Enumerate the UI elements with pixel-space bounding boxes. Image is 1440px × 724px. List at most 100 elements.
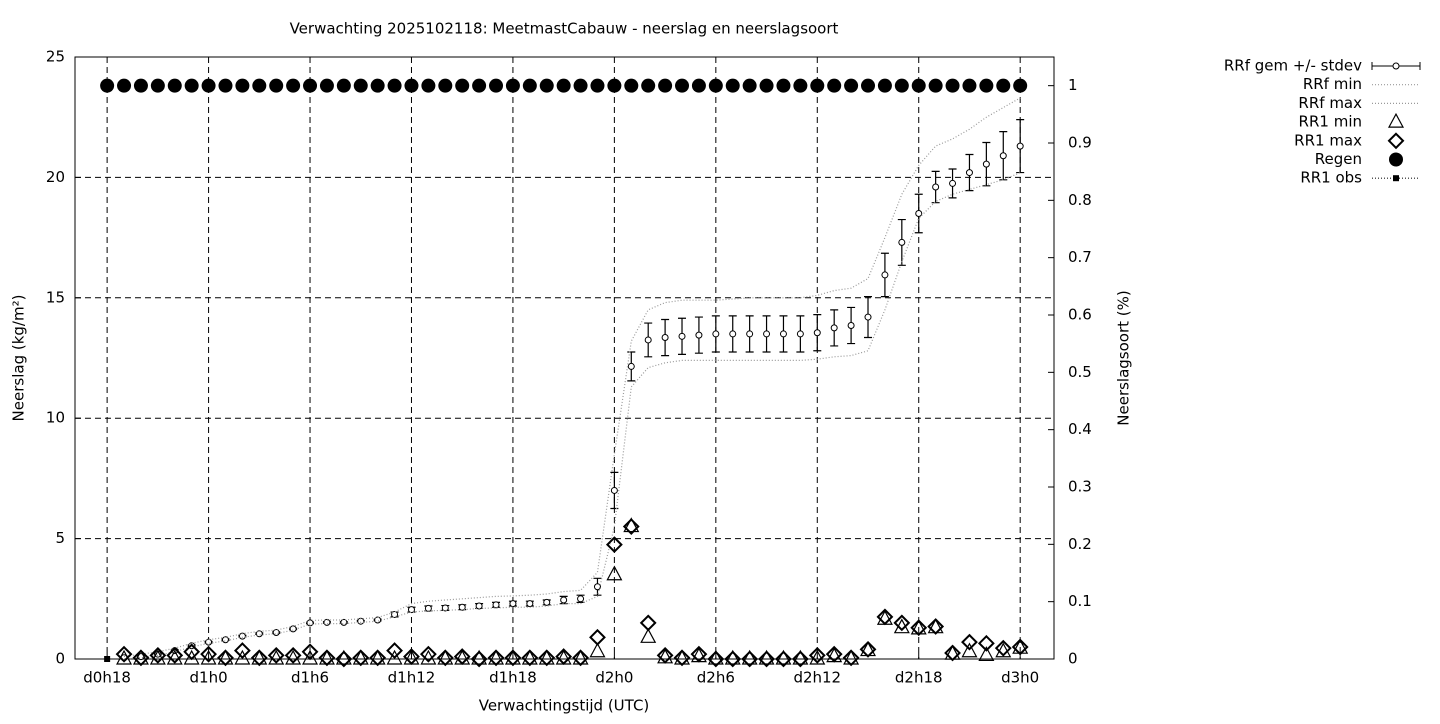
diamond-marker bbox=[572, 649, 589, 667]
diamond-marker bbox=[944, 644, 961, 662]
regen-marker bbox=[387, 78, 402, 93]
triangle-marker bbox=[335, 649, 352, 665]
y-tick-label: 0 bbox=[55, 650, 65, 668]
diamond-marker bbox=[386, 642, 403, 659]
legend-sample bbox=[1387, 132, 1405, 150]
triangle-marker bbox=[792, 649, 809, 665]
diamond-marker bbox=[994, 639, 1012, 657]
diamond-marker bbox=[521, 649, 539, 667]
diamond-marker bbox=[622, 518, 640, 535]
triangle-marker bbox=[741, 649, 758, 665]
legend-label: RR1 max bbox=[1294, 131, 1362, 149]
mean-marker bbox=[999, 152, 1007, 160]
regen-marker bbox=[607, 78, 622, 93]
regen-marker bbox=[370, 78, 385, 93]
diamond-marker bbox=[927, 618, 945, 635]
triangle-marker bbox=[961, 642, 978, 658]
diamond-marker bbox=[369, 649, 387, 667]
triangle-marker bbox=[437, 649, 454, 665]
regen-marker bbox=[353, 78, 368, 93]
y-tick-label: 25 bbox=[46, 48, 65, 66]
regen-marker bbox=[810, 78, 825, 93]
triangle-marker bbox=[369, 649, 386, 665]
legend-label: Regen bbox=[1315, 150, 1362, 168]
diamond-marker bbox=[183, 643, 201, 661]
diamond-marker bbox=[639, 614, 657, 632]
mean-marker bbox=[407, 606, 415, 614]
mean-marker bbox=[678, 332, 686, 340]
y2-tick-label: 0.1 bbox=[1068, 592, 1092, 610]
y2-tick-label: 0.2 bbox=[1068, 535, 1092, 553]
triangle-marker bbox=[623, 517, 640, 533]
y2-tick-label: 0.5 bbox=[1068, 363, 1092, 381]
regen-marker bbox=[945, 78, 960, 93]
diamond-marker bbox=[758, 650, 775, 668]
y-tick-label: 10 bbox=[46, 409, 65, 427]
regen-marker bbox=[269, 78, 284, 93]
diamond-marker bbox=[250, 649, 268, 667]
regen-marker bbox=[539, 78, 554, 93]
mean-marker bbox=[644, 336, 652, 344]
mean-marker bbox=[847, 321, 855, 329]
y2-axis-label: Neerslagsoort (%) bbox=[1115, 290, 1133, 425]
triangle-marker bbox=[944, 644, 961, 660]
mean-marker bbox=[289, 625, 297, 633]
regen-marker bbox=[1013, 78, 1028, 93]
regen-marker bbox=[505, 78, 520, 93]
legend-label: RRf max bbox=[1298, 94, 1362, 112]
triangle-marker bbox=[589, 642, 606, 658]
mean-marker bbox=[779, 330, 787, 338]
diamond-marker bbox=[673, 649, 691, 667]
diamond-marker bbox=[419, 645, 437, 663]
legend-label: RR1 min bbox=[1299, 113, 1362, 131]
diamond-marker bbox=[656, 646, 674, 664]
y2-tick-label: 0 bbox=[1068, 650, 1078, 668]
triangle-marker bbox=[302, 649, 319, 665]
legend-sample bbox=[1389, 152, 1403, 167]
mean-marker bbox=[796, 330, 804, 338]
diamond-marker bbox=[707, 650, 725, 668]
diamond-marker bbox=[284, 646, 302, 664]
legend-sample bbox=[1393, 175, 1399, 182]
regen-marker bbox=[117, 78, 132, 93]
diamond-marker bbox=[453, 648, 471, 666]
triangle-marker bbox=[234, 649, 251, 665]
mean-marker bbox=[864, 313, 872, 321]
mean-marker bbox=[526, 600, 534, 608]
regen-marker bbox=[877, 78, 892, 93]
x-tick-label: d2h0 bbox=[595, 669, 633, 687]
regen-marker bbox=[962, 78, 977, 93]
diamond-marker bbox=[115, 645, 133, 663]
triangle-marker bbox=[352, 649, 369, 665]
diamond-marker bbox=[403, 648, 420, 666]
x-tick-label: d1h6 bbox=[291, 669, 329, 687]
triangle-marker bbox=[927, 618, 944, 634]
x-tick-label: d1h0 bbox=[190, 669, 228, 687]
diamond-marker bbox=[267, 646, 285, 664]
mean-marker bbox=[543, 598, 551, 606]
regen-marker bbox=[556, 78, 571, 93]
regen-marker bbox=[725, 78, 740, 93]
diamond-marker bbox=[538, 649, 556, 667]
diamond-marker bbox=[301, 643, 319, 661]
mean-marker bbox=[712, 330, 720, 338]
diamond-marker bbox=[487, 649, 505, 667]
regen-marker bbox=[522, 78, 537, 93]
regen-marker bbox=[218, 78, 233, 93]
mean-marker bbox=[695, 331, 703, 339]
mean-marker bbox=[627, 362, 635, 370]
mean-marker bbox=[323, 618, 331, 626]
regen-marker bbox=[286, 78, 301, 93]
triangle-marker bbox=[758, 649, 775, 665]
mean-marker bbox=[221, 636, 229, 644]
diamond-marker bbox=[335, 650, 353, 668]
regen-marker bbox=[844, 78, 859, 93]
regen-marker bbox=[455, 78, 470, 93]
y2-tick-label: 0.6 bbox=[1068, 306, 1092, 324]
diamond-marker bbox=[132, 649, 150, 667]
regen-marker bbox=[201, 78, 216, 93]
mean-marker bbox=[458, 603, 466, 611]
triangle-marker bbox=[572, 649, 589, 665]
triangle-marker bbox=[843, 649, 860, 665]
mean-marker bbox=[965, 169, 973, 177]
